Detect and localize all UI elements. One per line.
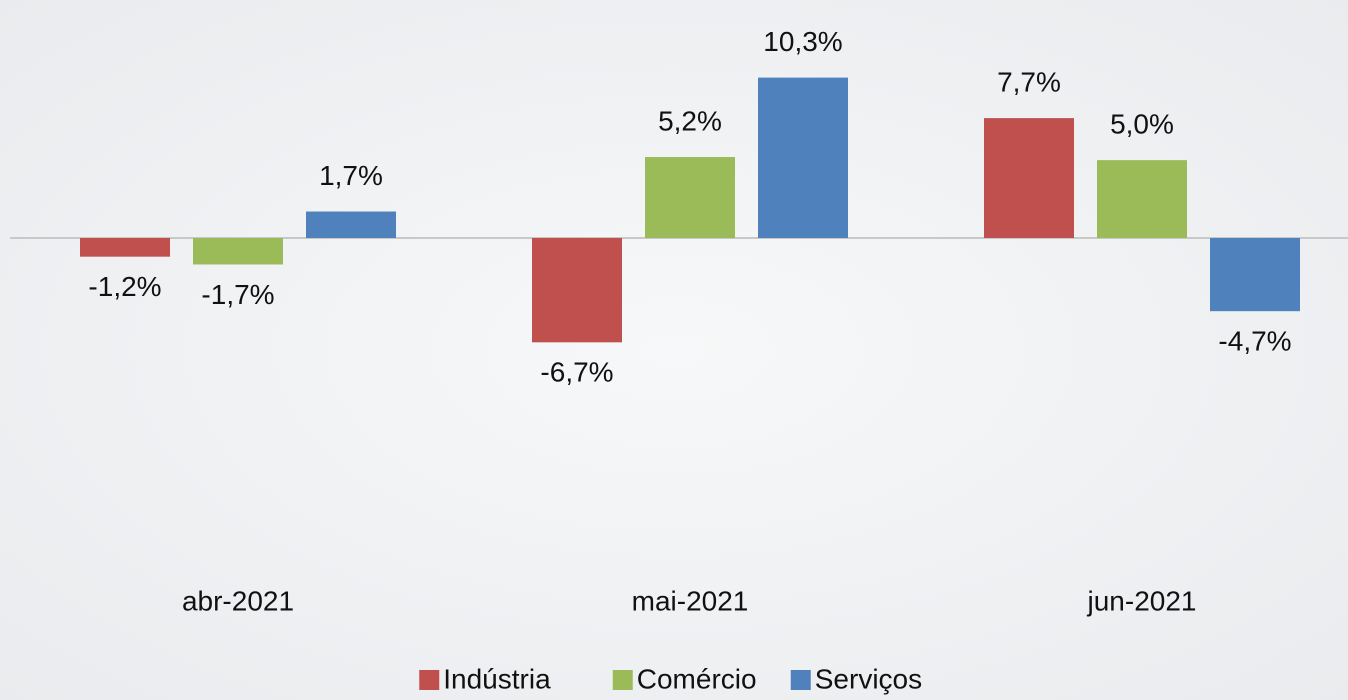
bar bbox=[645, 157, 735, 238]
x-tick-label: mai-2021 bbox=[632, 585, 749, 616]
legend-swatch bbox=[612, 670, 633, 690]
data-label: -4,7% bbox=[1218, 326, 1291, 357]
bar bbox=[1210, 238, 1300, 312]
bar bbox=[306, 211, 396, 238]
legend-label: Comércio bbox=[637, 663, 757, 694]
bar bbox=[532, 238, 622, 343]
x-tick-label: abr-2021 bbox=[182, 585, 294, 616]
data-label: -6,7% bbox=[540, 357, 613, 388]
bar bbox=[758, 77, 848, 238]
data-label: -1,7% bbox=[201, 279, 274, 310]
data-label: 5,2% bbox=[658, 105, 722, 136]
bar bbox=[984, 118, 1074, 238]
legend-label: Serviços bbox=[815, 663, 922, 694]
data-label: 7,7% bbox=[997, 66, 1061, 97]
bar bbox=[80, 238, 170, 257]
bar bbox=[1097, 160, 1187, 238]
legend-swatch bbox=[419, 670, 440, 690]
data-label: -1,2% bbox=[88, 271, 161, 302]
data-label: 5,0% bbox=[1110, 109, 1174, 140]
x-tick-label: jun-2021 bbox=[1087, 585, 1197, 616]
data-label: 1,7% bbox=[319, 160, 383, 191]
bar bbox=[193, 238, 283, 265]
legend-swatch bbox=[790, 670, 811, 690]
data-label: 10,3% bbox=[763, 26, 842, 57]
legend-label: Indústria bbox=[443, 663, 551, 694]
